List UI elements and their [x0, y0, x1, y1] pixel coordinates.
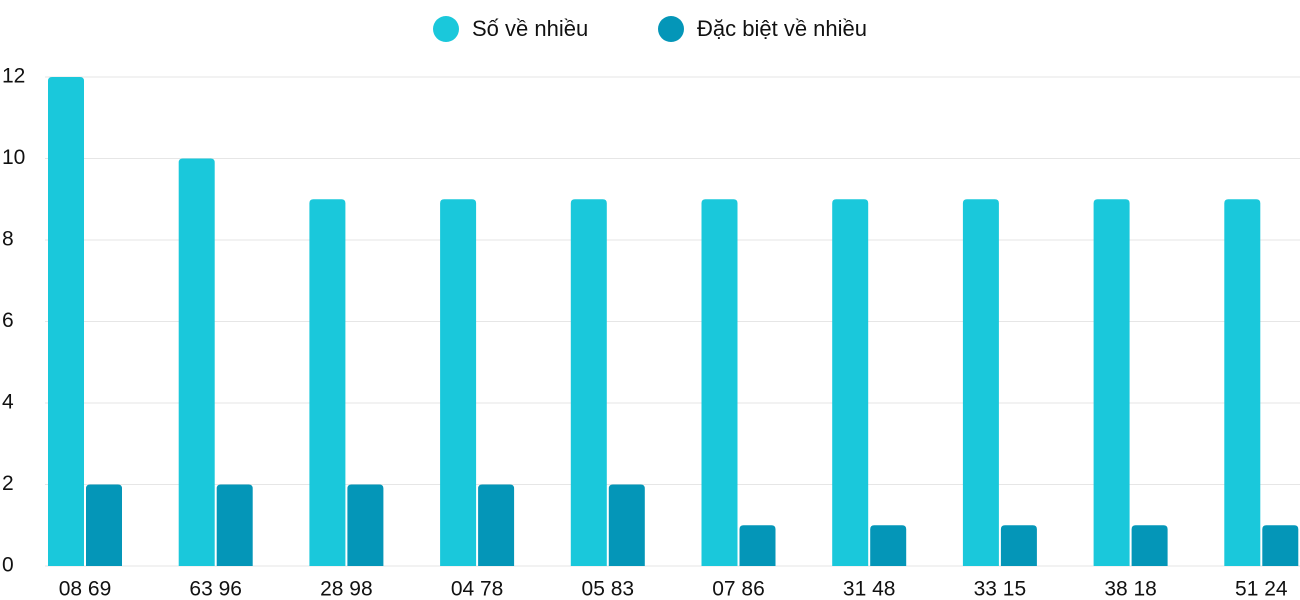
x-tick-label: 33 15 [974, 578, 1027, 600]
y-tick-label: 6 [2, 309, 14, 332]
x-tick-label: 08 69 [59, 578, 112, 600]
bar [347, 484, 384, 566]
bar [48, 77, 84, 566]
bar [701, 199, 738, 566]
bar [1262, 525, 1299, 566]
x-tick-label: 51 24 [1235, 578, 1288, 600]
bar [440, 199, 477, 566]
y-tick-label: 10 [2, 146, 25, 169]
x-tick-label: 28 98 [320, 578, 373, 600]
x-tick-label: 38 18 [1104, 578, 1157, 600]
x-tick-label: 31 48 [843, 578, 896, 600]
legend-label: Đặc biệt về nhiều [697, 16, 867, 41]
x-tick-label: 63 96 [189, 578, 242, 600]
bar [608, 484, 645, 566]
legend-marker [433, 16, 459, 42]
y-tick-label: 12 [2, 65, 25, 88]
legend-marker [658, 16, 684, 42]
y-tick-label: 4 [2, 391, 14, 414]
legend-label: Số về nhiều [472, 16, 588, 41]
bar [832, 199, 869, 566]
y-tick-label: 8 [2, 228, 14, 251]
x-tick-label: 07 86 [712, 578, 765, 600]
x-tick-label: 05 83 [582, 578, 635, 600]
x-tick-label: 04 78 [451, 578, 504, 600]
bar [216, 484, 253, 566]
bar [1224, 199, 1261, 566]
bar [1093, 199, 1130, 566]
y-tick-label: 2 [2, 472, 14, 495]
bar [739, 525, 776, 566]
bar [309, 199, 346, 566]
bar [1131, 525, 1168, 566]
bar [962, 199, 999, 566]
y-tick-label: 0 [2, 554, 14, 577]
bar [478, 484, 515, 566]
bar [86, 484, 122, 566]
bar [1000, 525, 1037, 566]
bar [178, 158, 215, 566]
bar [870, 525, 907, 566]
bar [570, 199, 607, 566]
